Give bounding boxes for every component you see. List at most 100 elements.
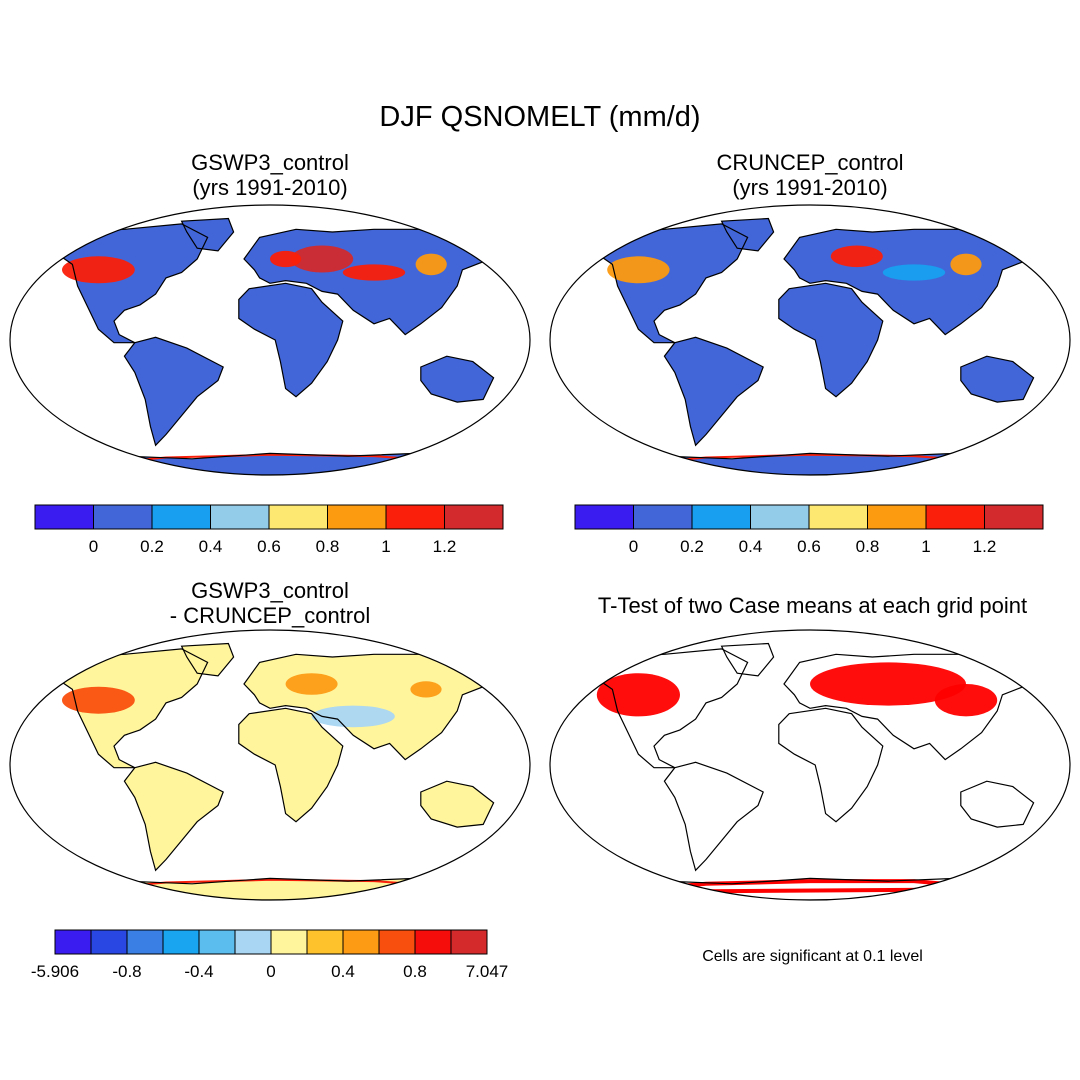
coastline-antarctica [72,452,468,475]
colorbar-swatch [198,929,236,955]
coastline-southAmerica [123,336,224,447]
land-antarctica [72,878,468,900]
coastline-northAmerica [574,223,749,344]
colorbar-swatch [268,504,328,530]
colorbar-tick-label: 7.047 [466,962,509,981]
panel-title-ttest: T-Test of two Case means at each grid po… [540,595,1080,617]
land-africa [778,283,883,397]
land-antarctica [612,453,1008,475]
colorbar-swatch [633,504,693,530]
colorbar-swatch [385,504,445,530]
colorbar-diff: -5.906 -0.8 -0.4 0 0.4 0.8 7.047 [31,929,509,981]
panel-title-line: T-Test of two Case means at each grid po… [597,593,1028,618]
coastline-northAmerica [574,648,749,769]
land-greenland [181,218,234,251]
coastline-australia [420,780,495,828]
snowmelt-region [62,256,135,284]
coastline-northAmerica [34,223,209,344]
colorbar-tick-label: 0.8 [856,537,880,556]
colorbar-swatch [691,504,751,530]
colorbar-swatch [925,504,985,530]
land-antarctica [72,453,468,475]
colorbar-tick-label: 0.4 [739,537,763,556]
colorbar-swatch [93,504,153,530]
colorbar-tick-label: 1 [381,537,390,556]
coastline-antarctica [612,452,1008,475]
colorbar-swatch [444,504,504,530]
land-northAmerica [36,223,208,343]
colorbar-tick-label: -0.4 [184,962,213,981]
coastline-southAmerica [663,761,764,872]
coastline-australia [960,355,1035,403]
land-africa [238,283,343,397]
snowmelt-region [882,264,946,281]
map-panel-cruncep [549,204,1071,476]
colorbar-tick-label: 0.4 [199,537,223,556]
panel-title-line: (yrs 1991-2010) [192,175,348,200]
panel-title-diff: GSWP3_control - CRUNCEP_control [40,580,500,627]
snowmelt-region [934,684,998,717]
panel-title-line: GSWP3_control [191,150,349,175]
colorbar-swatch [234,929,272,955]
colorbar-tick-label: 0.2 [140,537,164,556]
colorbar-tick-label: 0 [629,537,638,556]
coastline-eurasia [783,653,1035,761]
land-greenland [721,643,774,676]
panel-title-gswp3: GSWP3_control (yrs 1991-2010) [40,152,500,199]
map-border [549,629,1071,901]
land-africa [238,708,343,822]
coastline-africa [238,282,344,398]
coastline-africa [778,707,884,823]
colorbar-tick-label: 1.2 [433,537,457,556]
colorbar-tick-label: 0.8 [316,537,340,556]
snowmelt-region [596,673,681,717]
colorbar-swatch [450,929,488,955]
colorbar-tick-label: 1 [921,537,930,556]
colorbar-swatch [327,504,387,530]
snowmelt-region [290,245,354,273]
snowmelt-region [830,245,883,268]
colorbar-swatch [126,929,164,955]
land-australia [420,356,494,403]
map-panel-gswp3 [9,204,531,476]
colorbar-tick-label: 0.6 [257,537,281,556]
colorbar-tick-label: 0.4 [331,962,355,981]
coastline-southAmerica [663,336,764,447]
colorbar-swatch [574,504,634,530]
snowmelt-region [62,686,135,714]
colorbar-swatch [750,504,810,530]
map-panel-diff [9,629,531,901]
snowmelt-region [410,681,442,698]
snowmelt-region [950,253,982,276]
colorbar-tick-label: -5.906 [31,962,79,981]
colorbar-tick-label: 0 [266,962,275,981]
land-australia [420,781,494,828]
land-australia [960,356,1034,403]
map-border [549,204,1071,476]
colorbar-swatch [151,504,211,530]
map-border [9,204,531,476]
colorbar-swatch [34,504,94,530]
panel-title-line: GSWP3_control [191,578,349,603]
panel-title-line: CRUNCEP_control [716,150,904,175]
colorbar-swatch [808,504,868,530]
coastline-antarctica [72,877,468,900]
colorbar-swatch [378,929,416,955]
colorbar-tick-label: 0.8 [403,962,427,981]
colorbar-swatch [270,929,308,955]
panel-title-cruncep: CRUNCEP_control (yrs 1991-2010) [580,152,1040,199]
colorbar-swatch [210,504,270,530]
snowmelt-region [342,264,406,281]
coastline-africa [778,282,884,398]
main-title: DJF QSNOMELT (mm/d) [379,101,701,133]
significance-note: Cells are significant at 0.1 level [702,948,923,965]
snowmelt-region [810,662,966,706]
coastline-northAmerica [34,648,209,769]
colorbar-cruncep: 0 0.2 0.4 0.6 0.8 1 1.2 [574,504,1044,556]
map-panel-ttest [549,629,1071,901]
coastline-greenland [180,217,235,252]
coastline-australia [420,355,495,403]
coastline-greenland [720,642,775,677]
snowmelt-region [270,250,302,268]
